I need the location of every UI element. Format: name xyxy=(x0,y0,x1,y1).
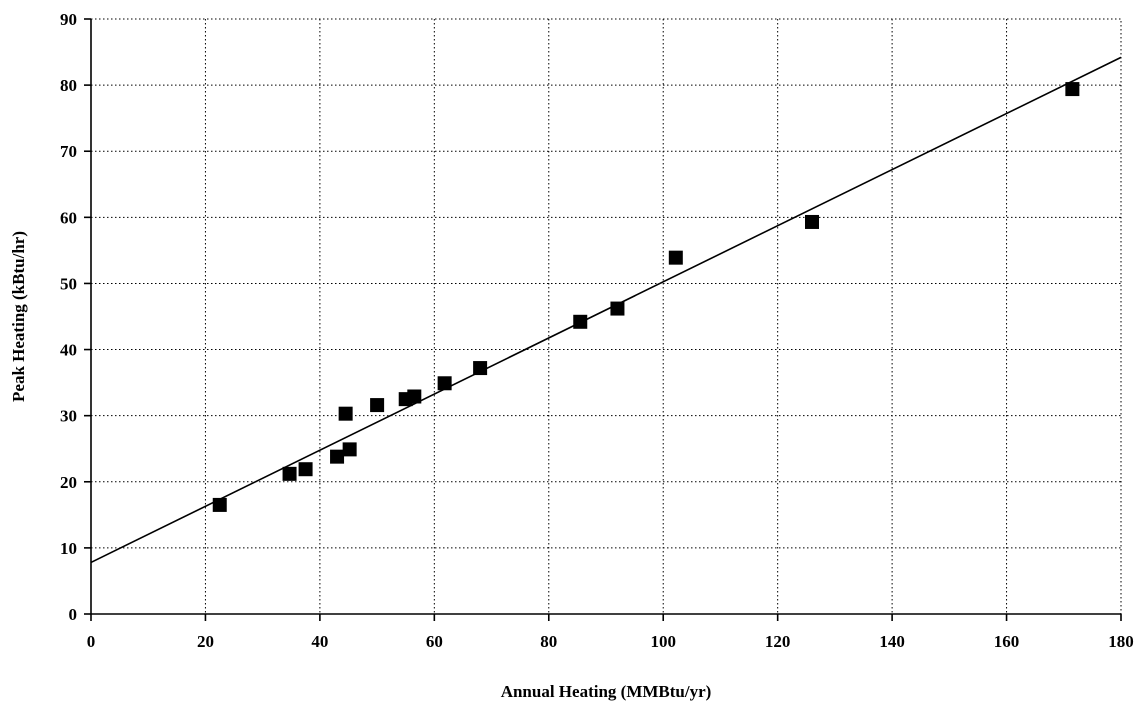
x-tick-label: 80 xyxy=(540,632,557,651)
data-point xyxy=(1065,82,1080,97)
data-point xyxy=(437,376,452,391)
data-point xyxy=(370,398,385,413)
x-tick-label: 40 xyxy=(311,632,328,651)
data-point xyxy=(805,214,819,229)
data-point xyxy=(338,406,353,421)
y-axis-title: Peak Heating (kBtu/hr) xyxy=(9,231,28,402)
data-points xyxy=(212,82,1080,512)
y-tick-label: 0 xyxy=(69,605,78,624)
data-point xyxy=(330,449,345,464)
y-tick-label: 80 xyxy=(60,76,77,95)
x-tick-label: 60 xyxy=(426,632,443,651)
y-tick-label: 40 xyxy=(60,341,77,360)
y-tick-label: 30 xyxy=(60,407,77,426)
plot-frame xyxy=(90,18,1122,615)
x-tick-label: 0 xyxy=(87,632,96,651)
data-point xyxy=(407,389,422,404)
tick-labels: 0 20 40 60 80 100 120 140 160 180 0 10 20 30 40 50 60 70 8… xyxy=(60,10,1134,651)
y-tick-label: 20 xyxy=(60,473,77,492)
data-point xyxy=(573,314,588,329)
data-point xyxy=(342,442,357,457)
x-tick-label: 140 xyxy=(879,632,905,651)
x-tick-label: 20 xyxy=(197,632,214,651)
trend-line xyxy=(90,56,1122,564)
trend-line-group xyxy=(90,56,1122,564)
x-tick-label: 100 xyxy=(650,632,676,651)
y-tick-label: 50 xyxy=(60,274,77,293)
data-point xyxy=(298,462,313,477)
y-tick-label: 10 xyxy=(60,539,77,558)
data-point xyxy=(473,361,488,376)
data-point xyxy=(282,466,297,481)
y-tick-label: 90 xyxy=(60,10,77,29)
y-tick-label: 60 xyxy=(60,208,77,227)
axes xyxy=(84,18,1122,621)
grid xyxy=(91,19,1121,614)
y-tick-label: 70 xyxy=(60,142,77,161)
data-point xyxy=(668,250,683,265)
x-tick-label: 120 xyxy=(765,632,791,651)
data-point xyxy=(212,497,227,512)
x-tick-label: 180 xyxy=(1108,632,1134,651)
x-tick-label: 160 xyxy=(994,632,1020,651)
data-point xyxy=(610,301,625,316)
x-axis-title: Annual Heating (MMBtu/yr) xyxy=(501,682,712,701)
